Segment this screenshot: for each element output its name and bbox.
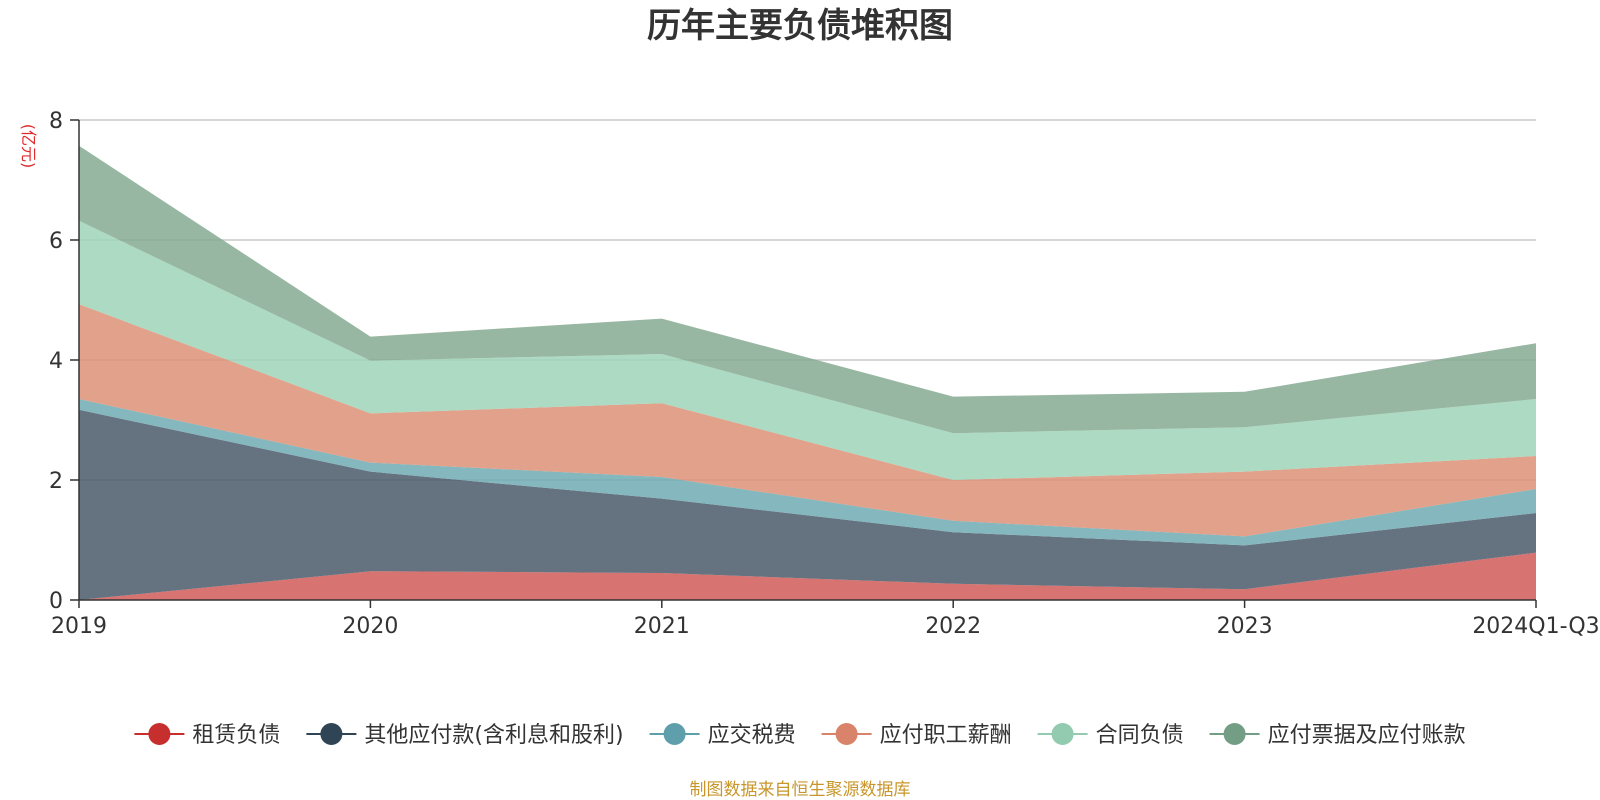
y-tick-label: 2 [49,469,63,494]
x-tick-label: 2023 [1217,614,1273,639]
legend-item[interactable]: 应付票据及应付账款 [1209,723,1466,748]
source-note: 制图数据来自恒生聚源数据库 [690,780,911,800]
area-series-6 [79,145,1536,434]
area-series-1 [79,552,1536,600]
legend-label: 应付票据及应付账款 [1268,723,1466,748]
area-series-4 [79,304,1536,537]
y-tick-label: 0 [49,589,63,614]
axes: 0 2 4 6 8 2019 2020 2021 2022 2023 2024Q1-Q3 [49,109,1600,639]
legend-item[interactable]: 其他应付款(含利息和股利) [306,723,624,748]
area-series-5 [79,220,1536,481]
legend-marker [663,723,686,745]
legend-label: 其他应付款(含利息和股利) [364,723,623,748]
legend-marker [1051,723,1074,745]
legend[interactable]: 租赁负债 其他应付款(含利息和股利) 应交税费 应付职工薪酬 合同负债 应付票据及应付账款 [134,723,1466,748]
legend-label: 租赁负债 [192,723,280,748]
legend-item[interactable]: 应付职工薪酬 [821,723,1012,748]
x-tick-label: 2022 [925,614,981,639]
legend-marker [148,723,171,745]
legend-marker [835,723,858,745]
y-tick-label: 4 [49,349,63,374]
legend-label: 合同负债 [1096,723,1184,748]
legend-item[interactable]: 应交税费 [649,723,796,748]
y-axis-unit: (亿元) [19,124,38,169]
legend-label: 应交税费 [708,723,796,748]
area-series-2 [79,409,1536,600]
chart-title: 历年主要负债堆积图 [647,6,953,46]
legend-label: 应付职工薪酬 [880,723,1012,748]
x-tick-label: 2020 [342,614,398,639]
x-tick-label: 2024Q1-Q3 [1472,614,1599,639]
x-tick-label: 2019 [51,614,107,639]
legend-marker [320,723,343,745]
x-tick-label: 2021 [634,614,690,639]
y-tick-label: 6 [49,229,63,254]
area-series [79,145,1536,600]
y-tick-label: 8 [49,109,63,134]
legend-item[interactable]: 合同负债 [1037,723,1184,748]
legend-marker [1223,723,1246,745]
legend-item[interactable]: 租赁负债 [134,723,280,748]
